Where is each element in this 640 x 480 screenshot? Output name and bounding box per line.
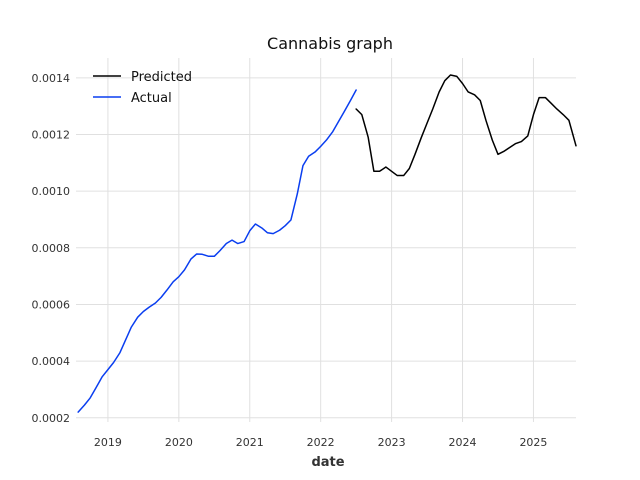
x-tick-label: 2022 [307,436,335,449]
x-tick-label: 2019 [94,436,122,449]
x-tick-label: 2020 [165,436,193,449]
x-tick-label: 2023 [378,436,406,449]
legend-label-predicted: Predicted [131,70,192,85]
x-axis-label: date [311,455,344,470]
y-tick-label: 0.0006 [32,298,71,311]
x-tick-label: 2021 [236,436,264,449]
x-tick-label: 2024 [449,436,477,449]
y-tick-label: 0.0004 [32,355,71,368]
y-tick-label: 0.0014 [32,72,71,85]
chart-title: Cannabis graph [267,34,393,53]
x-tick-label: 2025 [519,436,547,449]
y-tick-label: 0.0010 [32,185,71,198]
y-tick-label: 0.0002 [32,412,71,425]
legend-label-actual: Actual [131,91,172,106]
tick-layer: 2019 2020 2021 2022 2023 2024 2025 0.0002 0.0004… [32,72,548,449]
legend: Predicted Actual [93,70,192,106]
y-tick-label: 0.0012 [32,128,71,141]
series-line-predicted [355,74,577,177]
y-tick-label: 0.0008 [32,242,71,255]
series-line-actual [77,89,357,413]
series-layer [77,74,577,413]
grid-layer [76,58,576,422]
